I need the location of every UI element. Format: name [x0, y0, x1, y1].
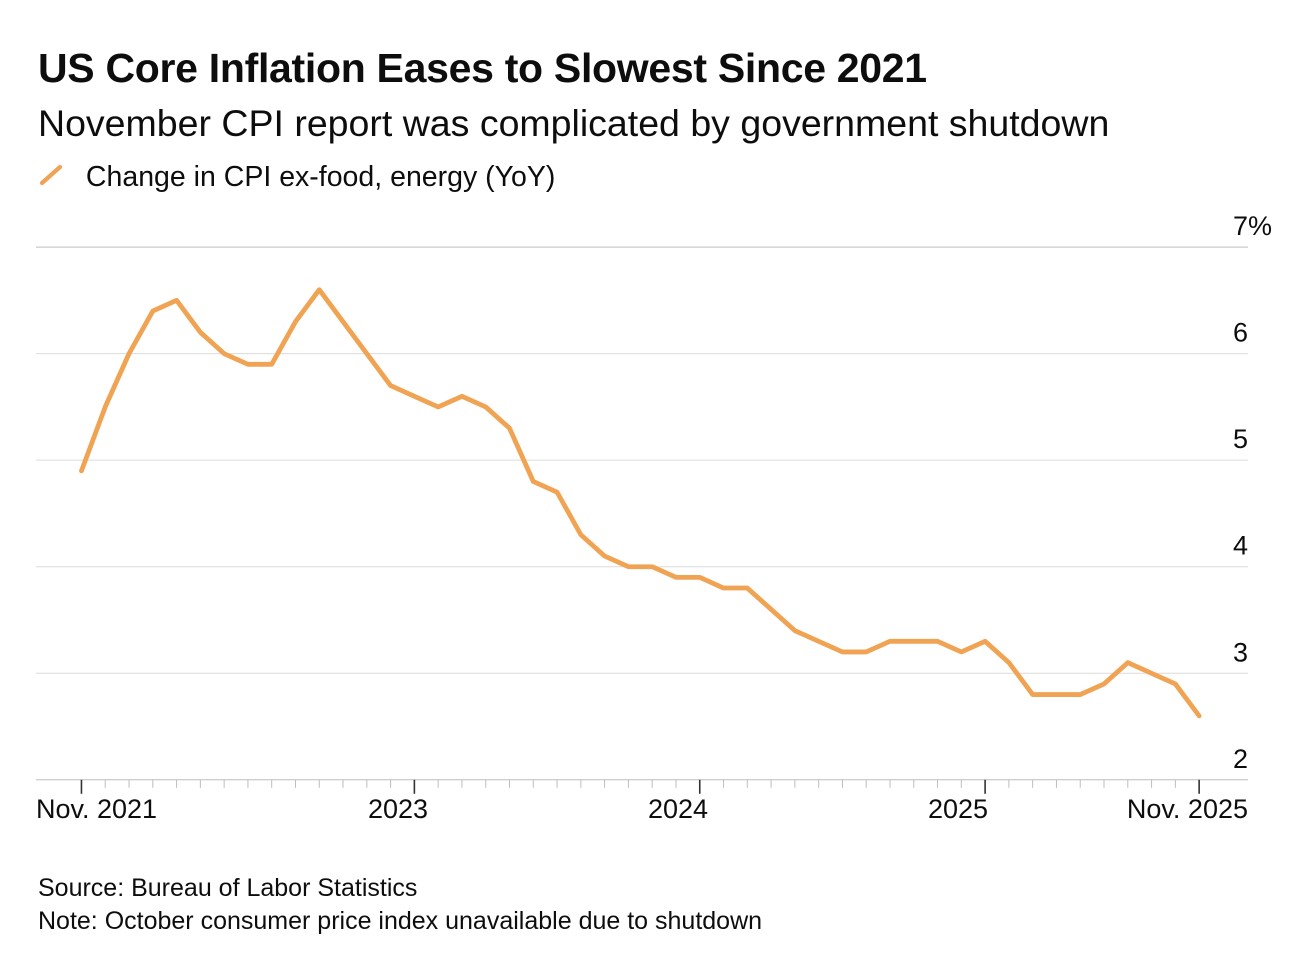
svg-text:Nov. 2021: Nov. 2021 — [36, 794, 157, 824]
svg-text:2024: 2024 — [648, 794, 708, 824]
svg-text:2: 2 — [1233, 744, 1248, 774]
svg-text:3: 3 — [1233, 637, 1248, 667]
svg-text:6: 6 — [1233, 318, 1248, 348]
svg-text:5: 5 — [1233, 424, 1248, 454]
svg-text:Nov. 2025: Nov. 2025 — [1127, 794, 1248, 824]
svg-text:4: 4 — [1233, 531, 1248, 561]
svg-text:2025: 2025 — [928, 794, 988, 824]
svg-text:2023: 2023 — [368, 794, 428, 824]
svg-text:7%: 7% — [1233, 211, 1272, 241]
